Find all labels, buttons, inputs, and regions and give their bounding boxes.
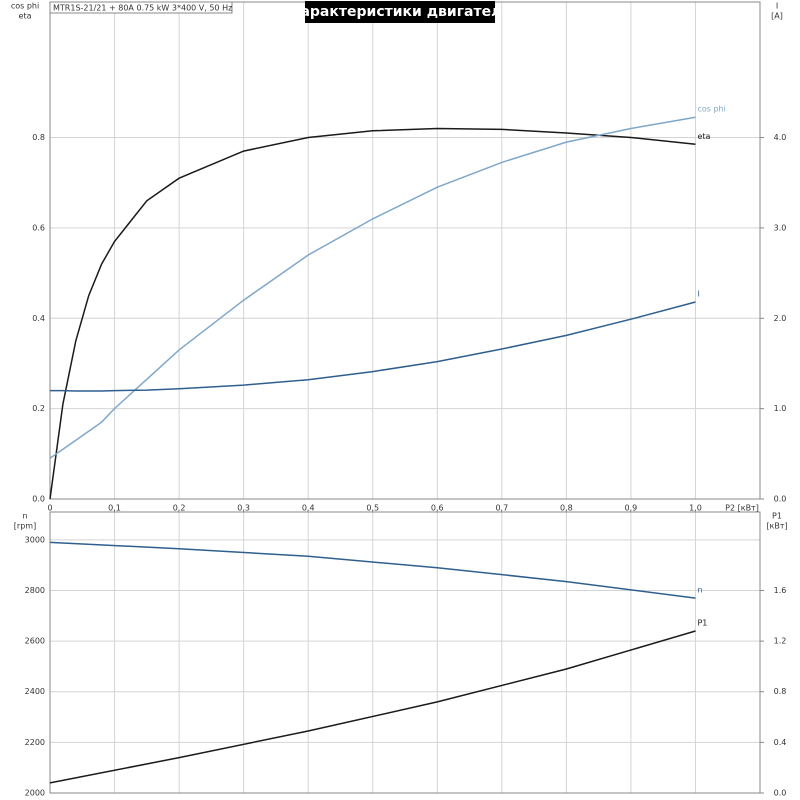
x-tick-label: 0,8 — [560, 504, 573, 513]
x-tick-label: 0,5 — [366, 504, 379, 513]
series-label: cos phi — [697, 105, 725, 114]
chart-title: Характеристики двигателя — [290, 4, 511, 20]
x-tick-label: 1,0 — [689, 504, 702, 513]
y-axis-label: n — [22, 512, 27, 521]
y2-axis-label: [A] — [771, 12, 783, 21]
series-label: n — [697, 586, 702, 595]
y-axis-label: eta — [19, 12, 32, 21]
series-line — [49, 127, 696, 500]
series-label: P1 — [697, 618, 707, 627]
y-axis-label: [rpm] — [14, 522, 36, 531]
y-axis-label: cos phi — [11, 2, 39, 11]
x-tick-label: 0,6 — [431, 504, 444, 513]
x-tick-label: 0,4 — [302, 504, 315, 513]
y2-tick-label: 4.0 — [774, 133, 787, 142]
series-label: I — [697, 290, 699, 299]
y2-tick-label: 0.0 — [774, 495, 787, 504]
plot-frame — [49, 1, 761, 500]
x-tick-label: 0,2 — [173, 504, 186, 513]
series-line — [49, 541, 696, 599]
x-tick-label: 0,1 — [108, 504, 121, 513]
x-tick-label: 0 — [47, 504, 52, 513]
y2-tick-label: 1.6 — [774, 586, 787, 595]
y2-tick-label: 0.0 — [774, 789, 787, 798]
series-line — [49, 630, 696, 784]
subtitle: MTR1S-21/21 + 80A 0.75 kW 3*400 V, 50 Hz — [53, 4, 232, 13]
y-tick-label: 2200 — [25, 738, 45, 747]
y-tick-label: 2600 — [25, 637, 45, 646]
y2-tick-label: 2.0 — [774, 314, 787, 323]
x-axis-label: P2 [кВт] — [725, 504, 759, 513]
title-box — [305, 1, 495, 23]
y2-tick-label: 0.8 — [774, 687, 787, 696]
series-line — [50, 301, 696, 392]
series-line — [49, 116, 696, 459]
y-tick-label: 2800 — [25, 586, 45, 595]
y-tick-label: 0.2 — [32, 404, 45, 413]
plot-frame — [49, 511, 761, 794]
x-tick-label: 0,3 — [237, 504, 250, 513]
y-tick-label: 0.8 — [32, 133, 45, 142]
x-tick-label: 0,9 — [625, 504, 638, 513]
series-label: eta — [697, 132, 710, 141]
y2-tick-label: 1.0 — [774, 404, 787, 413]
y-tick-label: 2000 — [25, 789, 45, 798]
x-tick-label: 0,7 — [495, 504, 508, 513]
y-tick-label: 2400 — [25, 687, 45, 696]
y-tick-label: 0.4 — [32, 314, 45, 323]
y2-tick-label: 0.4 — [774, 738, 787, 747]
y2-axis-label: [кВт] — [766, 522, 787, 531]
subtitle-box — [49, 1, 233, 14]
y2-axis-label: I — [776, 2, 778, 11]
y-tick-label: 0.0 — [32, 495, 45, 504]
y2-tick-label: 3.0 — [774, 223, 787, 232]
y2-tick-label: 1.2 — [774, 637, 787, 646]
y-tick-label: 3000 — [25, 535, 45, 544]
y2-axis-label: P1 — [772, 512, 782, 521]
y-tick-label: 0.6 — [32, 223, 45, 232]
